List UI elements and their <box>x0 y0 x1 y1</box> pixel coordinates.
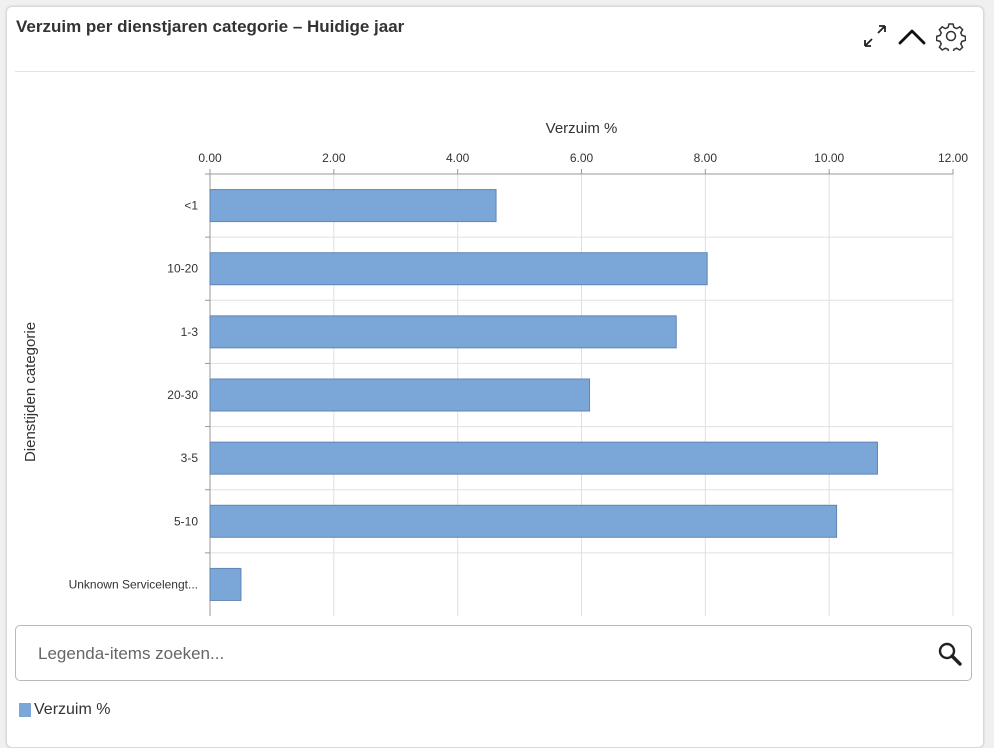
x-tick-label: 8.00 <box>694 151 718 165</box>
category-label: 20-30 <box>167 388 198 402</box>
bar <box>209 378 591 412</box>
header-divider <box>15 71 975 72</box>
x-tick-label: 12.00 <box>938 151 968 165</box>
bar <box>209 315 677 349</box>
x-tick-label: 10.00 <box>814 151 844 165</box>
gear-icon[interactable] <box>936 21 966 51</box>
category-label: 10-20 <box>167 262 198 276</box>
bar <box>209 567 242 601</box>
x-tick-label: 2.00 <box>322 151 346 165</box>
legend-item[interactable]: Verzuim % <box>19 701 110 719</box>
bar <box>209 504 838 538</box>
category-label: <1 <box>184 199 198 213</box>
bar <box>209 189 497 223</box>
legend-search-box <box>15 625 972 681</box>
category-label: 5-10 <box>174 514 198 528</box>
x-tick-label: 0.00 <box>198 151 222 165</box>
expand-icon[interactable] <box>860 21 890 51</box>
x-axis-title: Verzuim % <box>546 120 618 137</box>
x-tick-label: 6.00 <box>570 151 594 165</box>
x-tick-label: 4.00 <box>446 151 470 165</box>
chart-widget: Verzuim per dienstjaren categorie – Huid… <box>6 6 984 748</box>
legend-search-input[interactable] <box>36 640 920 668</box>
y-axis-title: Dienstijden categorie <box>22 322 39 462</box>
legend-swatch <box>19 703 31 717</box>
search-icon[interactable] <box>937 641 963 667</box>
category-label: Unknown Servicelengt... <box>69 577 198 591</box>
legend-label: Verzuim % <box>34 701 111 718</box>
bar-chart: 0.00 2.00 4.00 6.00 8.00 10.00 12.00 <1 10-20 1-3… <box>22 120 968 616</box>
widget-title: Verzuim per dienstjaren categorie – Huid… <box>16 17 405 36</box>
bar <box>209 252 708 286</box>
category-label: 3-5 <box>181 451 199 465</box>
chevron-up-icon[interactable] <box>897 21 927 51</box>
bar <box>209 441 878 475</box>
category-label: 1-3 <box>181 325 199 339</box>
